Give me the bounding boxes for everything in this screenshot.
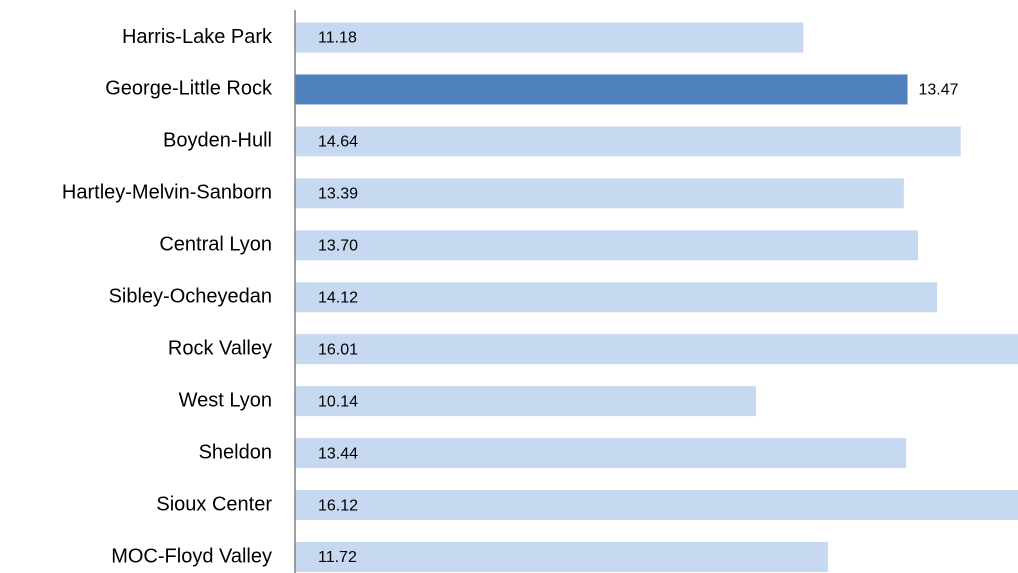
bar [295, 334, 1018, 365]
y-tick-label: Rock Valley [168, 337, 272, 359]
data-label: 14.12 [318, 289, 358, 306]
bar [295, 126, 961, 157]
bar [295, 22, 804, 53]
y-tick-label: Sibley-Ocheyedan [109, 286, 272, 308]
bar [295, 178, 904, 209]
y-tick-label: Sioux Center [156, 493, 272, 515]
bar [295, 230, 918, 261]
bar [295, 386, 757, 417]
bar [295, 282, 938, 313]
data-label: 13.39 [318, 186, 358, 203]
data-label: 10.14 [318, 393, 358, 410]
data-label: 11.72 [318, 549, 357, 566]
data-label: 13.47 [919, 82, 959, 99]
data-label: 16.01 [318, 341, 358, 358]
bar [295, 74, 908, 105]
y-tick-label: Hartley-Melvin-Sanborn [62, 182, 272, 204]
bar [295, 438, 907, 469]
data-label: 13.70 [318, 238, 358, 255]
data-label: 13.44 [318, 445, 358, 462]
y-tick-label: George-Little Rock [105, 78, 273, 100]
data-label: 11.18 [318, 30, 357, 47]
y-tick-label: West Lyon [179, 389, 272, 411]
bar [295, 490, 1018, 521]
bar [295, 542, 828, 572]
y-tick-label: Sheldon [199, 441, 272, 463]
y-tick-label: Harris-Lake Park [122, 26, 273, 48]
y-tick-label: Boyden-Hull [163, 130, 272, 152]
plot-area [295, 22, 1018, 572]
data-label: 14.64 [318, 134, 358, 151]
data-label: 16.12 [318, 497, 358, 514]
y-tick-label: Central Lyon [159, 234, 272, 256]
y-tick-label: MOC-Floyd Valley [111, 545, 272, 567]
